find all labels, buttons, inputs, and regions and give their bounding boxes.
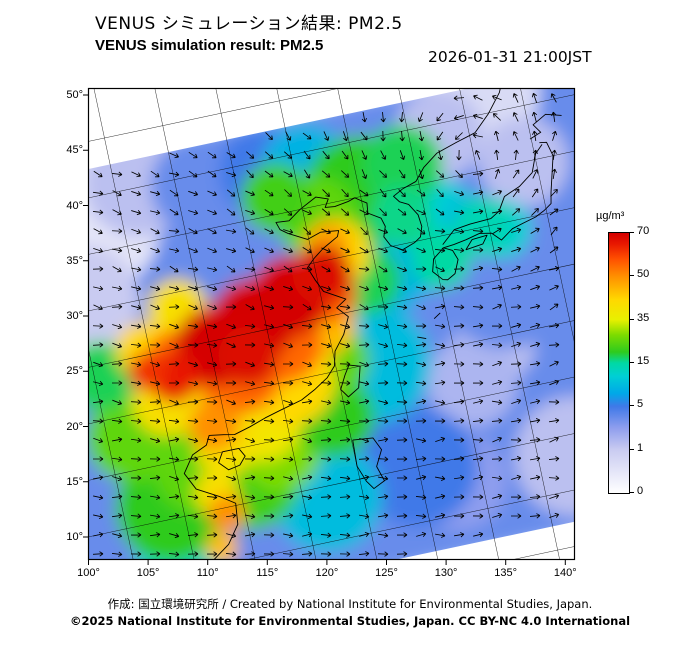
axis-ticks [83, 94, 566, 565]
lat-tick-label: 45° [66, 144, 83, 157]
colorbar-tick-mark [630, 318, 634, 320]
lon-tick-label: 110° [196, 567, 219, 579]
wind-vectors [92, 92, 560, 557]
pm25-field [88, 88, 575, 560]
colorbar-tick-label: 1 [637, 441, 644, 454]
lat-tick-label: 30° [66, 310, 83, 322]
lat-tick-label: 25° [66, 365, 83, 378]
colorbar-tick-mark [630, 362, 634, 363]
colorbar-tick-mark [630, 405, 634, 407]
license-line: ©2025 National Institute for Environment… [69, 614, 631, 628]
colorbar-tick-mark [630, 492, 634, 493]
lat-tick-label: 35° [66, 254, 83, 267]
colorbar-unit-label: µg/m³ [596, 210, 625, 222]
lon-tick-label: 100° [77, 567, 100, 579]
lon-tick-label: 105° [136, 567, 160, 579]
colorbar-tick-label: 0 [637, 485, 644, 497]
timestamp: 2026-01-31 21:00JST [428, 48, 592, 66]
colorbar-tick-mark [630, 232, 634, 233]
coastlines [183, 88, 562, 560]
colorbar-tick-label: 5 [637, 398, 644, 411]
lon-tick-label: 135° [494, 567, 518, 579]
lon-tick-label: 125° [375, 567, 398, 579]
lat-tick-label: 15° [66, 475, 83, 488]
lat-tick-label: 40° [66, 199, 83, 212]
colorbar-tick-label: 35 [637, 311, 650, 324]
plot-frame [87, 87, 576, 561]
lon-tick-label: 140° [553, 567, 577, 579]
colorbar-tick-mark [630, 275, 634, 277]
colorbar [608, 232, 630, 494]
credit-line: 作成: 国立環境研究所 / Created by National Instit… [107, 597, 593, 611]
lon-tick-label: 115° [256, 567, 279, 579]
lat-tick-label: 20° [66, 420, 83, 433]
colorbar-tick-label: 50 [637, 268, 650, 281]
lon-tick-label: 120° [315, 567, 339, 579]
colorbar-tick-mark [630, 448, 634, 450]
colorbar-tick-label: 70 [637, 225, 650, 237]
lat-tick-label: 10° [66, 531, 83, 543]
page-title-english: VENUS simulation result: PM2.5 [95, 37, 324, 54]
lon-tick-label: 130° [434, 567, 458, 579]
colorbar-tick-label: 15 [637, 355, 650, 367]
lat-tick-label: 50° [66, 89, 83, 101]
page-title-japanese: VENUS シミュレーション結果: PM2.5 [95, 14, 403, 34]
